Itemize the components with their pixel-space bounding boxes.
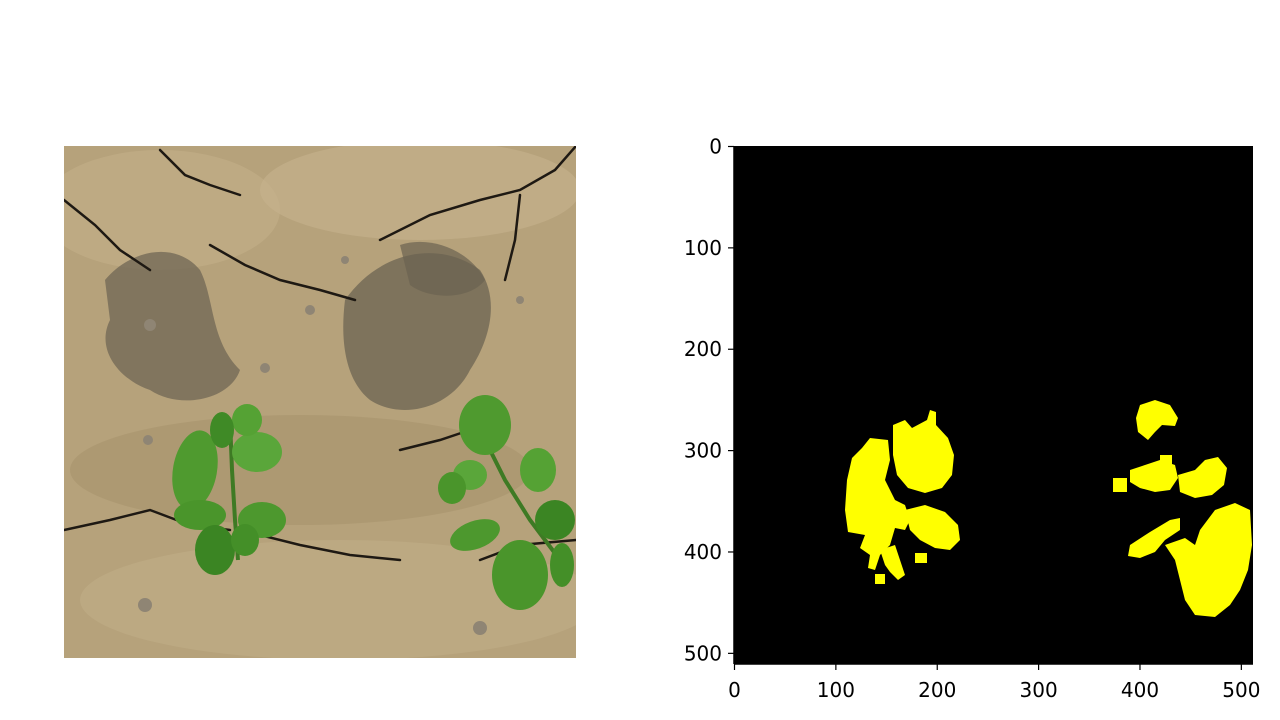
leaf [210,412,234,448]
mask-blob [893,410,954,493]
x-tick-label: 500 [1222,678,1260,702]
leaf-shadow [400,241,485,296]
leaf-shadow [105,251,240,401]
x-tick-label: 100 [817,678,855,702]
x-tick-label: 0 [728,678,741,702]
pebbles [138,256,524,635]
mask-plot: 0 100 200 300 400 500 0 100 200 300 400 500 [684,135,1261,703]
mask-background [734,146,1253,664]
mask-blob [880,545,905,580]
soil-patch [260,146,576,240]
leaf [174,500,226,530]
mask-blob [1160,455,1172,467]
x-tick-label: 400 [1121,678,1159,702]
mask-blob [1130,460,1178,492]
seedling-left [172,404,286,575]
mask-blob [905,505,960,550]
mask-blob [1165,503,1252,617]
leaf [232,404,262,436]
leaf [550,543,574,587]
mask-blob [875,574,885,584]
y-tick-label: 100 [684,236,722,260]
mask-regions [845,400,1252,617]
mask-blob [1113,478,1127,492]
mask-blob [915,553,927,563]
y-ticks: 0 100 200 300 400 500 [684,135,734,665]
seedling-right [438,395,575,610]
y-tick-label: 500 [684,641,722,665]
soil-photo [64,146,576,658]
leaf [232,432,282,472]
leaf [231,524,259,556]
leaf [535,500,575,540]
y-tick-label: 0 [709,135,722,159]
leaf [195,525,235,575]
leaf [172,430,218,510]
y-tick-label: 400 [684,540,722,564]
y-tick-label: 300 [684,439,722,463]
x-tick-label: 300 [1020,678,1058,702]
soil-patch [64,150,280,270]
leaf [520,448,556,492]
x-ticks: 0 100 200 300 400 500 [728,664,1260,702]
leaf [459,395,511,455]
leaf [450,519,500,551]
mask-blob [1136,400,1178,440]
mask-blob [1128,518,1180,558]
mask-blob [1178,457,1227,498]
y-tick-label: 200 [684,337,722,361]
leaf [438,472,466,504]
mask-blob [845,438,910,570]
x-tick-label: 200 [918,678,956,702]
leaf [492,540,548,610]
